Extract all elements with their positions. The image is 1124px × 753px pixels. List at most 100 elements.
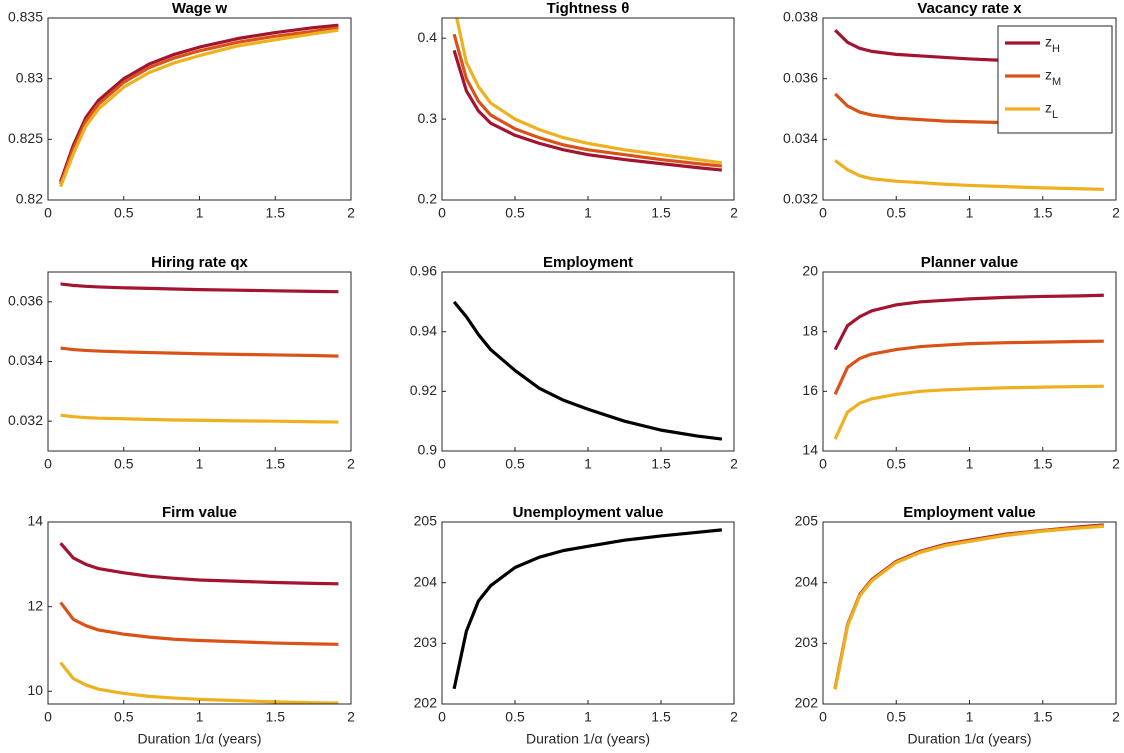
x-tick-label: 0 [438,709,446,725]
x-tick-label: 0 [44,205,52,221]
x-axis-label: Duration 1/α (years) [137,731,261,747]
y-tick-label: 0.4 [418,29,438,45]
y-tick-label: 0.034 [8,352,43,368]
x-tick-label: 1 [966,456,974,472]
x-tick-label: 1.5 [266,205,286,221]
x-tick-label: 0.5 [114,456,134,472]
series-line [59,542,339,586]
y-tick-label: 12 [27,597,43,613]
y-tick-label: 0.3 [418,110,438,126]
x-tick-label: 0 [44,456,52,472]
series-line [59,601,339,646]
x-tick-label: 1.5 [1033,709,1053,725]
series-line [60,346,339,358]
x-tick-label: 1.5 [1033,205,1053,221]
series-line [452,49,723,172]
y-tick-label: 0.94 [410,322,437,338]
subplot: 0 0.5 1 1.5 2 0.032 0.034 0.036 0.038 Vacancy rat… [783,0,1120,221]
chart-title: Unemployment value [513,504,664,521]
series-line [834,159,1104,191]
x-tick-label: 2 [730,456,738,472]
x-tick-label: 0 [819,709,827,725]
y-tick-label: 0.032 [8,412,43,428]
x-axis-label: Duration 1/α (years) [526,731,650,747]
subplot: 0 0.5 1 1.5 2 0.82 0.825 0.83 0.835 Wage w [8,0,355,221]
x-tick-label: 2 [1112,456,1120,472]
x-tick-label: 1.5 [1033,456,1053,472]
x-tick-label: 1 [584,205,592,221]
x-tick-label: 1.5 [266,456,286,472]
y-tick-label: 0.835 [8,9,43,25]
x-tick-label: 0.5 [505,709,525,725]
y-tick-label: 0.9 [418,442,438,458]
chart-title: Employment value [903,504,1036,521]
y-tick-label: 205 [795,513,819,529]
x-tick-label: 2 [347,205,355,221]
x-tick-label: 0.5 [114,205,134,221]
y-tick-label: 14 [27,513,43,529]
plot-area [48,272,351,451]
y-tick-label: 204 [414,573,438,589]
series-line [59,26,339,185]
x-tick-label: 1 [196,205,204,221]
chart-title: Employment [543,254,633,271]
y-tick-label: 0.032 [783,191,818,207]
plot-area [442,522,734,704]
subplot: 0 0.5 1 1.5 2 0.032 0.034 0.036 Hiring rate qx [8,254,355,472]
plot-area [442,18,734,200]
subplot: 0 0.5 1 1.5 2 202 203 204 205 Employment value Dur… [795,504,1120,747]
subplot: 0 0.5 1 1.5 2 14 16 18 20 Planner value [802,254,1120,472]
x-tick-label: 1 [966,709,974,725]
x-tick-label: 1 [584,456,592,472]
y-tick-label: 16 [802,382,818,398]
y-tick-label: 0.036 [783,69,818,85]
subplot: 0 0.5 1 1.5 2 202 203 204 205 Unemployment value D… [414,504,738,747]
subplot: 0 0.5 1 1.5 2 10 12 14 Firm value Duration 1/α (y… [27,504,355,747]
series-line [455,18,723,165]
x-tick-label: 2 [1112,709,1120,725]
series-line [833,384,1104,440]
x-tick-label: 0.5 [887,709,907,725]
y-tick-label: 0.82 [16,191,43,207]
series-line [60,413,339,424]
subplot: 0 0.5 1 1.5 2 0.2 0.3 0.4 Tightness θ [418,0,739,221]
series-line [59,661,339,704]
x-tick-label: 0.5 [505,205,525,221]
y-tick-label: 0.92 [410,382,437,398]
series-line [60,282,339,294]
y-tick-label: 0.83 [16,69,43,85]
subplot: 0 0.5 1 1.5 2 0.9 0.92 0.94 0.96 Employment [410,254,738,472]
x-tick-label: 1.5 [651,709,671,725]
y-tick-label: 0.038 [783,9,818,25]
x-tick-label: 1 [196,456,204,472]
y-tick-label: 202 [414,695,438,711]
chart-title: Firm value [162,504,237,521]
y-tick-label: 14 [802,442,818,458]
plot-area [442,272,734,451]
x-tick-label: 2 [730,205,738,221]
series-line [452,33,723,168]
series-line [833,293,1104,351]
y-tick-label: 203 [795,634,819,650]
plot-area [823,522,1116,704]
plot-area [48,522,351,704]
y-tick-label: 18 [802,322,818,338]
x-tick-label: 2 [730,709,738,725]
plot-area [823,272,1116,451]
series-line [833,524,1104,690]
chart-title: Planner value [921,254,1019,271]
x-tick-label: 0 [44,709,52,725]
x-tick-label: 1.5 [266,709,286,725]
y-tick-label: 20 [802,263,818,279]
x-tick-label: 1 [196,709,204,725]
x-tick-label: 2 [1112,205,1120,221]
chart-title: Wage w [172,0,228,17]
series-line [59,28,339,188]
y-tick-label: 0.034 [783,130,818,146]
x-tick-label: 0 [819,456,827,472]
x-tick-label: 1.5 [651,456,671,472]
x-tick-label: 2 [347,456,355,472]
y-tick-label: 0.2 [418,191,438,207]
